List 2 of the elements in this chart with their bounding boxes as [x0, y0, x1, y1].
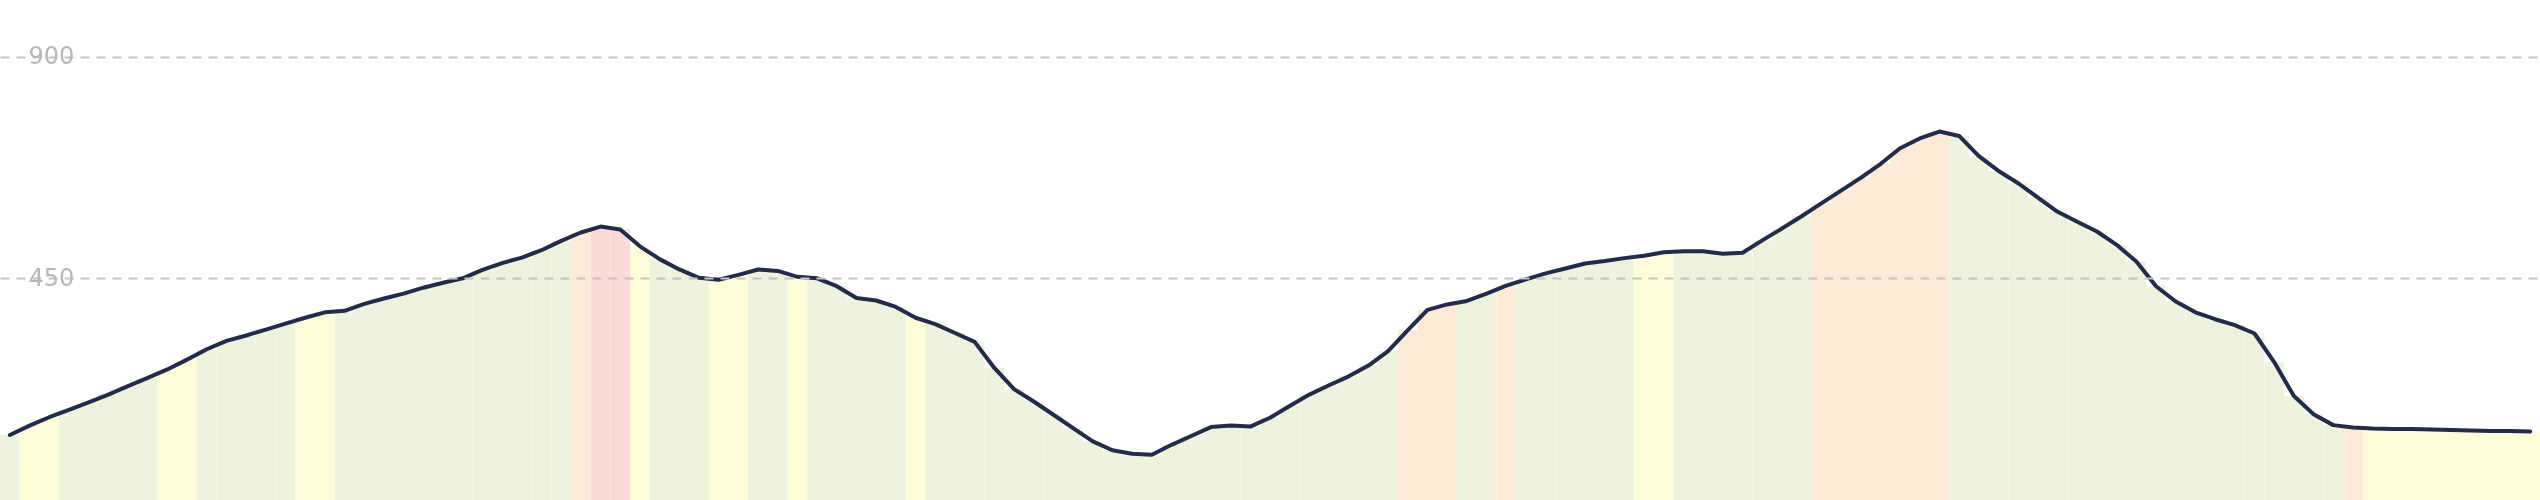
y-tick-label: 450: [28, 263, 75, 292]
y-tick-label: 900: [28, 42, 75, 71]
